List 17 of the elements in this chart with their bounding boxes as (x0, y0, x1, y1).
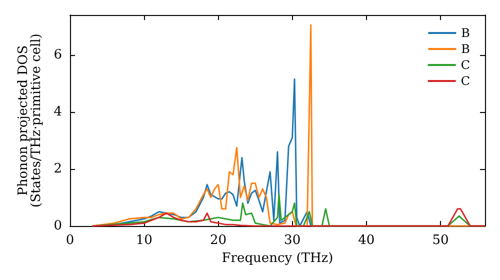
x-axis-title: Frequency (THz) (222, 250, 334, 266)
x-tick-label: 40 (358, 233, 375, 248)
x-tick-label: 0 (66, 233, 74, 248)
line-series (91, 208, 486, 227)
y-tick-label: 0 (54, 218, 62, 234)
y-tick-label: 4 (54, 104, 62, 120)
legend-label: C (460, 58, 470, 72)
legend-label: C (460, 74, 470, 88)
y-tick-label: 2 (54, 161, 62, 176)
y-tick-label: 6 (54, 47, 62, 62)
x-tick-label: 10 (136, 233, 152, 248)
x-tick-label: 50 (432, 233, 449, 248)
x-tick-label: 30 (284, 233, 301, 248)
x-tick-label: 20 (210, 233, 226, 248)
legend-label: B (461, 42, 470, 56)
y-axis-title: Phonon projected DOS (States/THz·primitive cell) (16, 33, 44, 208)
legend-label: B (461, 26, 470, 40)
